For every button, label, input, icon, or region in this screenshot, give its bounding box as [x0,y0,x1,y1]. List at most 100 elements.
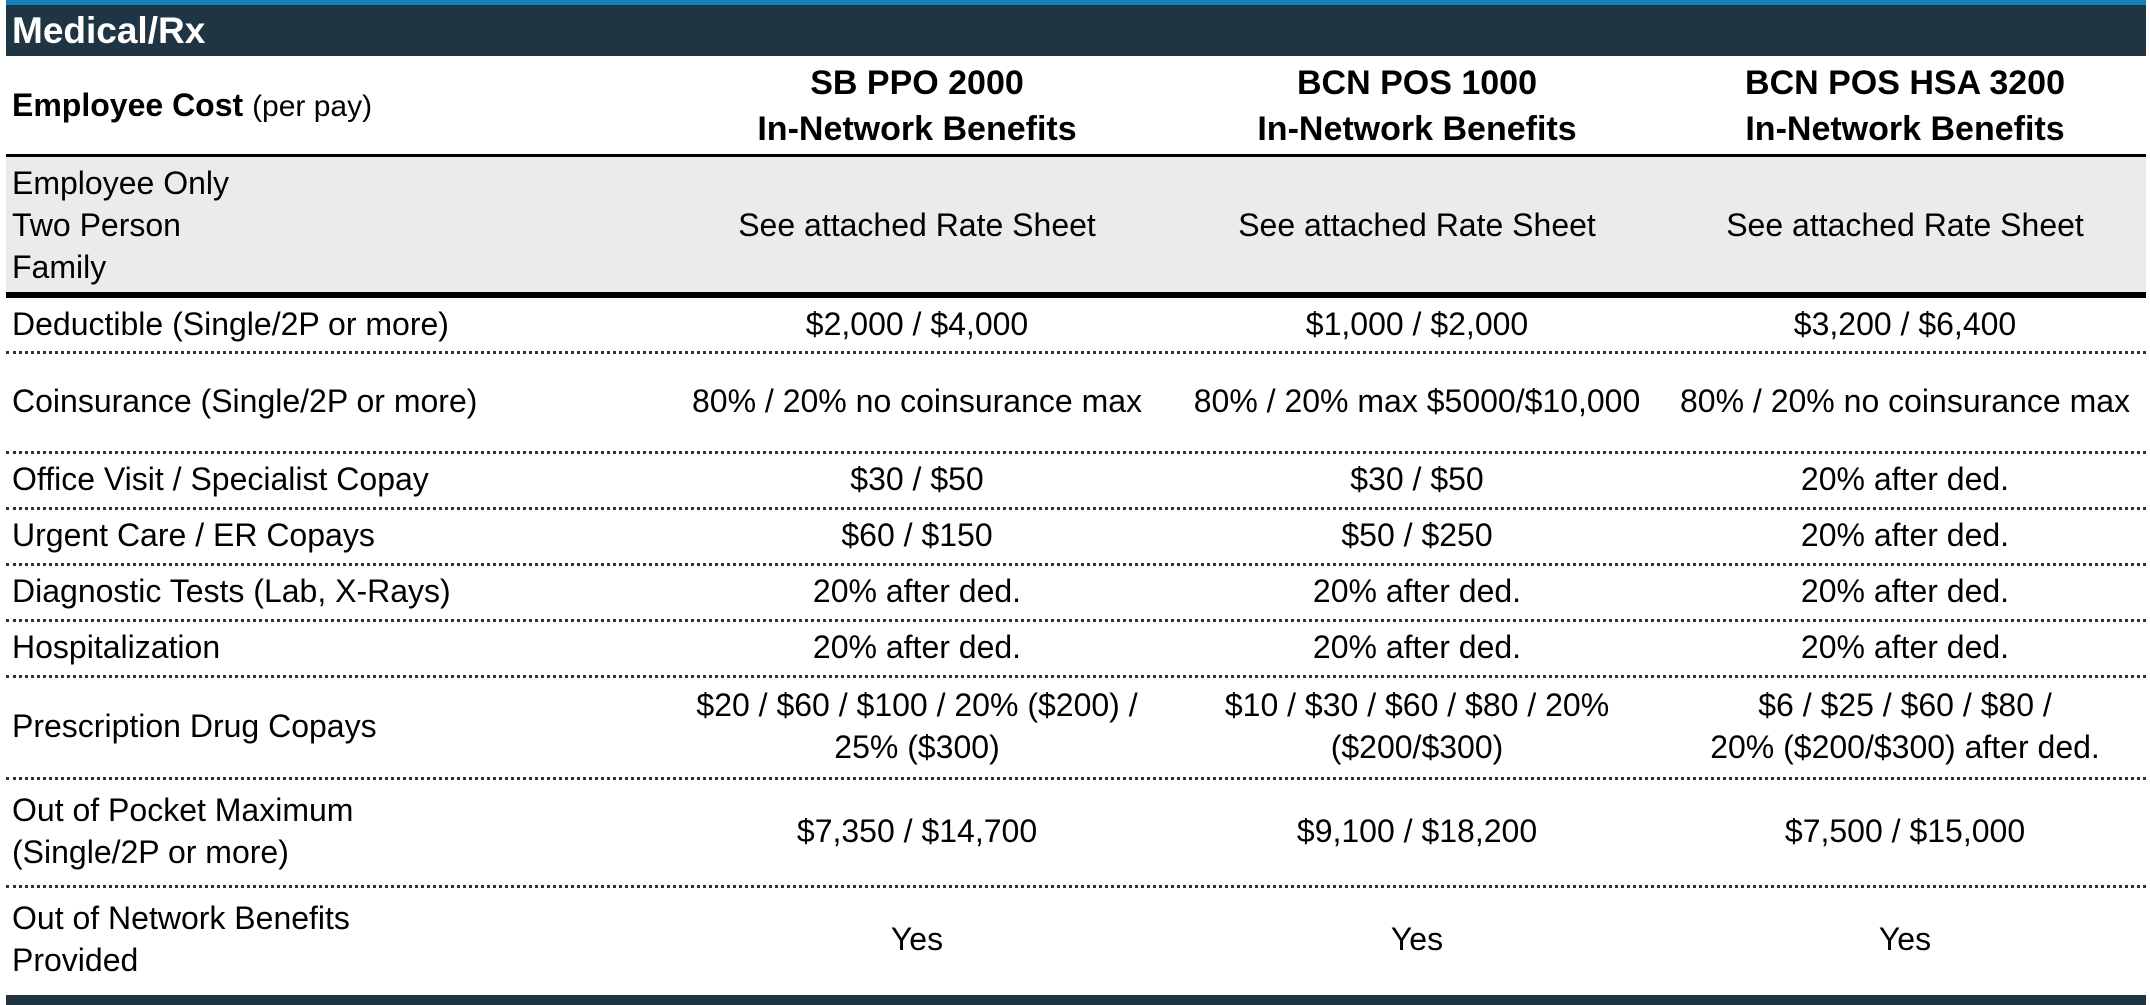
row-value-plan-2: $10 / $30 / $60 / $80 / 20% ($200/$300) [1172,676,1662,776]
row-value-line: 80% / 20% no coinsurance max [1679,383,2131,419]
plan-subtitle: In-Network Benefits [1257,110,1577,148]
row-divider [6,451,2146,454]
plan-header-3: BCN POS HSA 3200 In-Network Benefits [1662,60,2148,152]
row-value-line: Yes [1878,921,1932,957]
row-label: Prescription Drug Copays [12,676,662,776]
row-label-line: Provided [12,942,139,978]
row-value-plan-1: 80% / 20% no coinsurance max [662,352,1172,450]
row-label: Out of Pocket Maximum (Single/2P or more) [12,778,662,884]
plan-subtitle: In-Network Benefits [757,110,1077,148]
row-value-plan-3: 80% / 20% no coinsurance max [1662,352,2148,450]
row-value-line: $9,100 / $18,200 [1296,813,1538,849]
row-label: Urgent Care / ER Copays [12,508,662,562]
row-label: Out of Network Benefits Provided [12,886,662,992]
row-value-line: $1,000 / $2,000 [1305,306,1529,342]
row-value-line: $10 / $30 / $60 / $80 / 20% [1224,687,1610,723]
row-value-plan-2: $9,100 / $18,200 [1172,778,1662,884]
row-divider [6,619,2146,622]
row-divider [6,351,2146,354]
row-divider [6,563,2146,566]
section-title: Medical/Rx [12,10,206,51]
row-value-plan-3: $7,500 / $15,000 [1662,778,2148,884]
row-label-line: Coinsurance (Single/2P or more) [12,383,478,419]
row-value-line: $30 / $50 [850,461,984,497]
row-label-line: Out of Network Benefits [12,900,350,936]
row-value-line: $30 / $50 [1350,461,1484,497]
row-divider [6,777,2146,780]
row-value-line: $20 / $60 / $100 / 20% ($200) / [696,687,1138,723]
employee-cost-label: Employee Cost (per pay) [12,84,662,128]
row-value-line: $7,350 / $14,700 [796,813,1038,849]
row-label: Hospitalization [12,620,662,674]
row-value-plan-2: 20% after ded. [1172,564,1662,618]
row-label: Office Visit / Specialist Copay [12,452,662,506]
row-divider [6,507,2146,510]
row-label-line: Prescription Drug Copays [12,708,377,744]
tier-label: Family [12,248,107,285]
row-value-line: Yes [890,921,944,957]
plan-name: BCN POS 1000 [1297,64,1537,102]
section-title-bar: Medical/Rx [6,5,2146,56]
cost-value-1: See attached Rate Sheet [662,157,1172,292]
row-label-line: Diagnostic Tests (Lab, X-Rays) [12,573,451,609]
tier-label: Two Person [12,206,181,243]
row-value-line: 80% / 20% no coinsurance max [691,383,1143,419]
top-accent-line [6,0,2146,5]
row-value-line: 20% after ded. [1800,517,2010,553]
row-value-plan-2: 80% / 20% max $5000/$10,000 [1172,352,1662,450]
row-value-line: 80% / 20% max $5000/$10,000 [1193,383,1641,419]
row-value-plan-1: $30 / $50 [662,452,1172,506]
row-label-line: Hospitalization [12,629,221,665]
row-value-plan-2: Yes [1172,886,1662,992]
header-divider [6,154,2146,157]
cost-value-2: See attached Rate Sheet [1172,157,1662,292]
row-value-plan-1: $20 / $60 / $100 / 20% ($200) / 25% ($300… [662,676,1172,776]
row-value-line: 20% after ded. [1800,461,2010,497]
row-value-plan-2: 20% after ded. [1172,620,1662,674]
row-value-plan-2: $50 / $250 [1172,508,1662,562]
row-value-line: 20% after ded. [1312,573,1522,609]
row-label: Coinsurance (Single/2P or more) [12,352,662,450]
row-value-line: 20% after ded. [1312,629,1522,665]
row-value-line: $60 / $150 [841,517,993,553]
row-value-line: 20% after ded. [812,629,1022,665]
row-value-line: 20% after ded. [812,573,1022,609]
cost-band [6,157,2146,292]
cost-divider [6,292,2146,298]
row-value-line: $50 / $250 [1341,517,1493,553]
row-value-line: 20% after ded. [1800,629,2010,665]
tier-label: Employee Only [12,164,229,201]
row-value-plan-3: $3,200 / $6,400 [1662,298,2148,350]
row-value-line: $6 / $25 / $60 / $80 / [1758,687,2052,723]
cost-value-text: See attached Rate Sheet [1238,206,1596,243]
row-label-line: Office Visit / Specialist Copay [12,461,429,497]
row-value-plan-1: 20% after ded. [662,620,1172,674]
row-value-line: 25% ($300) [834,729,1000,765]
row-label: Diagnostic Tests (Lab, X-Rays) [12,564,662,618]
row-value-line: $2,000 / $4,000 [805,306,1029,342]
plan-header-2: BCN POS 1000 In-Network Benefits [1172,60,1662,152]
row-value-plan-1: $7,350 / $14,700 [662,778,1172,884]
row-value-line: ($200/$300) [1330,729,1504,765]
row-value-line: $7,500 / $15,000 [1784,813,2026,849]
row-value-plan-3: $6 / $25 / $60 / $80 / 20% ($200/$300) af… [1662,676,2148,776]
employee-cost-sub: (per pay) [252,90,373,123]
row-divider [6,675,2146,678]
row-value-plan-1: 20% after ded. [662,564,1172,618]
row-value-plan-3: 20% after ded. [1662,452,2148,506]
row-value-line: $3,200 / $6,400 [1793,306,2017,342]
row-label-line: Out of Pocket Maximum [12,792,354,828]
row-value-plan-1: Yes [662,886,1172,992]
bottom-bar [6,995,2146,1005]
plan-name: BCN POS HSA 3200 [1745,64,2065,102]
cost-value-3: See attached Rate Sheet [1662,157,2148,292]
row-value-plan-3: 20% after ded. [1662,508,2148,562]
header-employee-cost: Employee Cost (per pay) [12,60,662,152]
cost-value-text: See attached Rate Sheet [1726,206,2084,243]
plan-name: SB PPO 2000 [810,64,1024,102]
row-value-plan-2: $30 / $50 [1172,452,1662,506]
row-label-line: (Single/2P or more) [12,834,289,870]
plan-subtitle: In-Network Benefits [1745,110,2065,148]
row-value-plan-2: $1,000 / $2,000 [1172,298,1662,350]
plan-header-1: SB PPO 2000 In-Network Benefits [662,60,1172,152]
